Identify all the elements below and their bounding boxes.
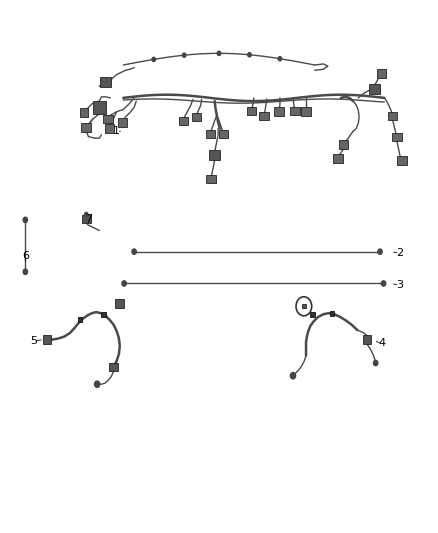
- Bar: [330, 311, 334, 316]
- Bar: [369, 84, 380, 94]
- Bar: [392, 133, 402, 141]
- Bar: [339, 140, 348, 149]
- Circle shape: [217, 51, 221, 55]
- Circle shape: [95, 381, 100, 387]
- Bar: [80, 109, 88, 117]
- Text: 5: 5: [31, 336, 38, 346]
- Bar: [247, 107, 256, 115]
- Circle shape: [132, 249, 136, 254]
- Circle shape: [378, 249, 382, 254]
- Circle shape: [248, 53, 251, 57]
- Bar: [397, 156, 406, 165]
- Text: 2: 2: [396, 248, 403, 259]
- Text: 6: 6: [22, 251, 29, 261]
- Text: 7: 7: [85, 214, 92, 224]
- Text: 1: 1: [113, 126, 120, 136]
- Circle shape: [374, 360, 378, 366]
- Bar: [205, 130, 215, 138]
- Bar: [43, 335, 51, 344]
- Bar: [102, 312, 106, 317]
- Circle shape: [85, 213, 88, 216]
- Bar: [110, 363, 118, 372]
- Bar: [259, 112, 269, 120]
- Bar: [103, 115, 113, 123]
- Text: 3: 3: [396, 280, 403, 290]
- Circle shape: [381, 281, 386, 286]
- Circle shape: [152, 58, 155, 61]
- Bar: [100, 77, 111, 87]
- Bar: [209, 150, 220, 160]
- Bar: [333, 154, 343, 163]
- Bar: [377, 69, 386, 78]
- Bar: [302, 304, 306, 309]
- Bar: [290, 107, 300, 115]
- Bar: [82, 215, 91, 223]
- Bar: [301, 108, 311, 116]
- Bar: [191, 113, 201, 121]
- Bar: [311, 312, 315, 317]
- Circle shape: [23, 217, 28, 222]
- Bar: [116, 300, 124, 308]
- Bar: [388, 112, 397, 120]
- Circle shape: [278, 56, 282, 61]
- Circle shape: [183, 53, 186, 58]
- Bar: [274, 108, 284, 116]
- Bar: [81, 123, 91, 132]
- Text: 4: 4: [378, 338, 386, 349]
- Bar: [93, 101, 106, 114]
- Circle shape: [23, 269, 28, 274]
- Bar: [105, 124, 114, 133]
- Bar: [117, 118, 127, 126]
- Bar: [179, 117, 188, 125]
- Bar: [206, 175, 216, 183]
- Circle shape: [122, 281, 126, 286]
- Bar: [78, 317, 82, 322]
- Bar: [219, 130, 228, 138]
- Circle shape: [290, 373, 296, 379]
- Bar: [363, 335, 371, 344]
